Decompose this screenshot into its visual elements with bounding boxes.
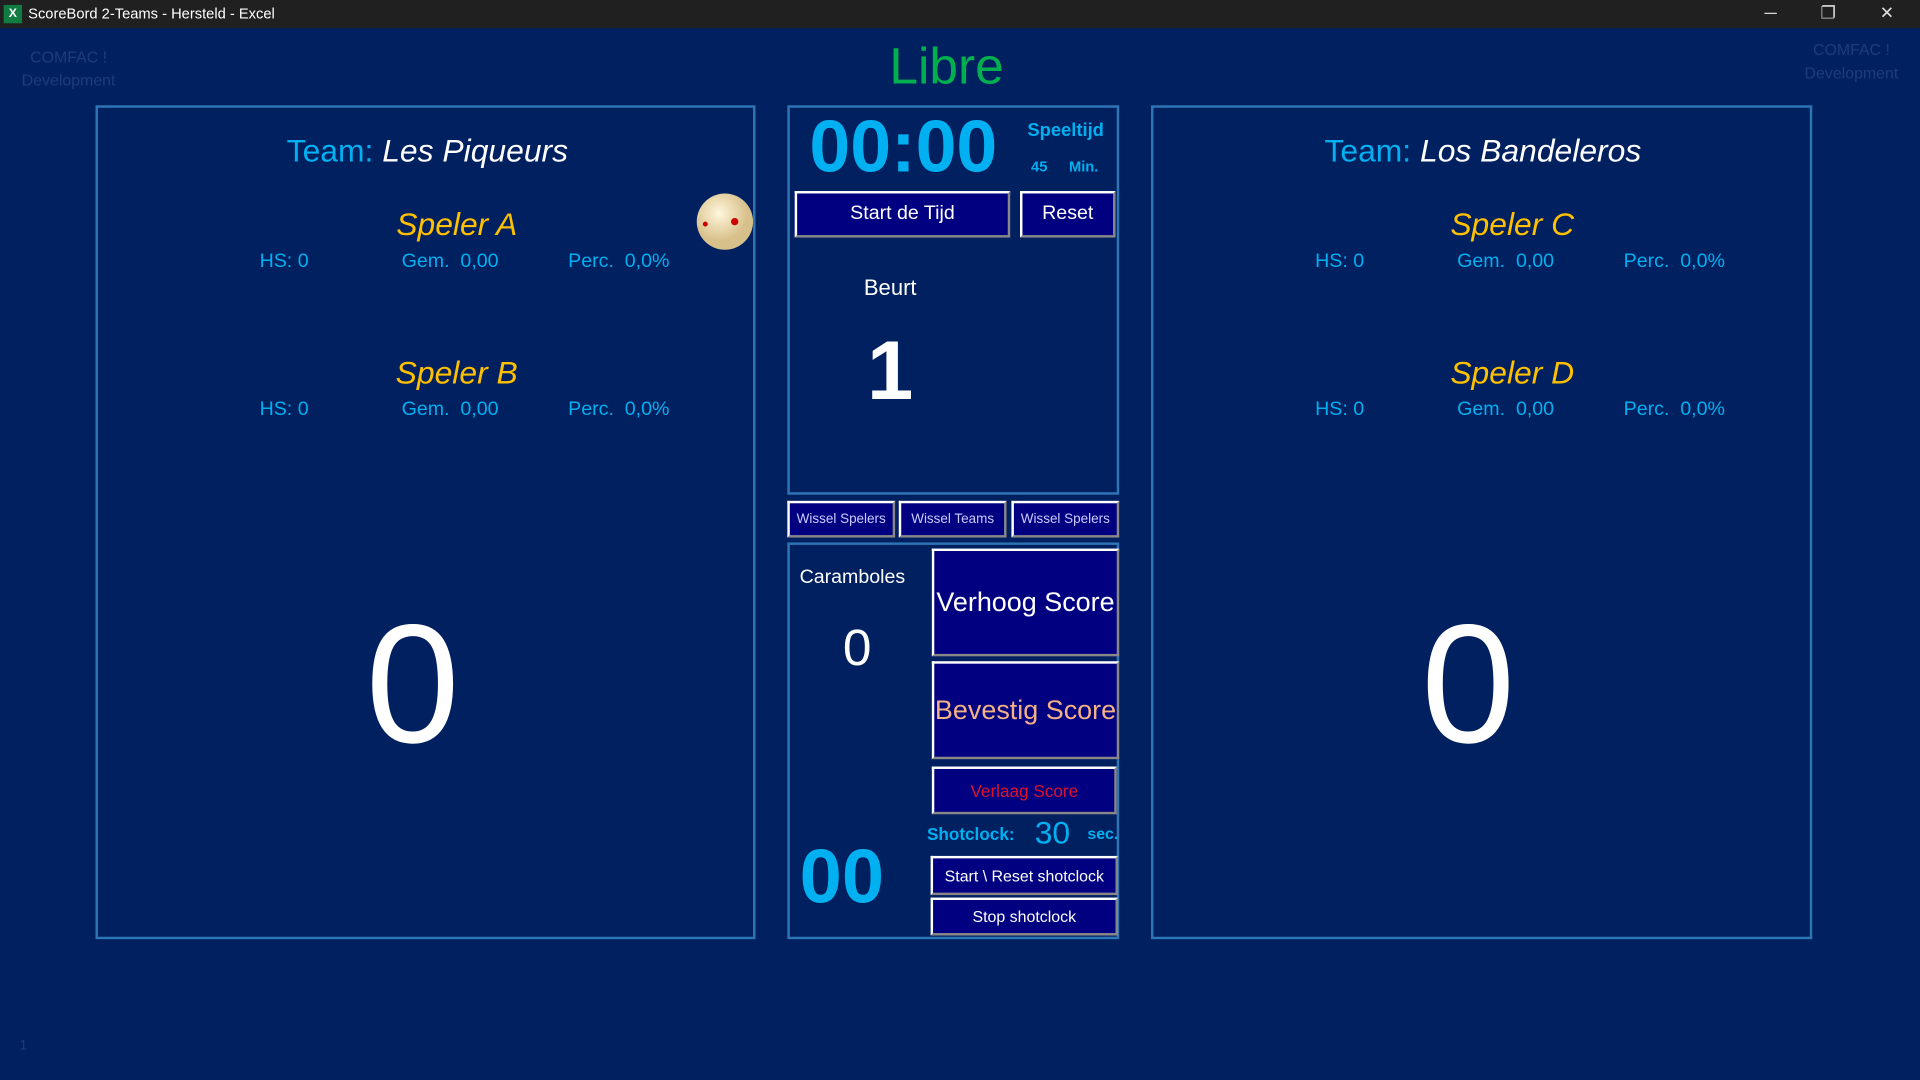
player-a-perc: Perc. 0,0% (568, 251, 670, 272)
caramboles-value: 0 (842, 618, 872, 676)
player-b-gem: Gem. 0,00 (401, 399, 499, 421)
beurt-label: Beurt (863, 275, 917, 301)
player-d-name: Speler D (1450, 353, 1575, 391)
player-d-gem: Gem. 0,00 (1457, 399, 1555, 421)
minimize-button[interactable]: ─ (1764, 2, 1777, 23)
start-time-button[interactable]: Start de Tijd (794, 191, 1011, 238)
cue-ball-icon (696, 193, 754, 250)
player-b-name: Speler B (395, 353, 518, 391)
game-time: 00:00 (809, 105, 998, 188)
right-team-score: 0 (1421, 590, 1516, 779)
beurt-value: 1 (867, 324, 914, 418)
increase-score-button[interactable]: Verhoog Score (931, 548, 1120, 657)
player-b-hs: HS: 0 (259, 399, 309, 421)
speeltijd-label: Speeltijd (1027, 120, 1104, 141)
player-d-perc: Perc. 0,0% (1623, 399, 1725, 421)
team-title: Team: Los Bandeleros (1153, 132, 1812, 170)
score-control-panel: Caramboles 0 Verhoog Score Bevestig Scor… (787, 542, 1120, 940)
left-team-panel: Team: Les Piqueurs Speler A HS: 0 Gem. 0… (95, 105, 757, 940)
player-c-hs: HS: 0 (1315, 251, 1365, 272)
window-title: ScoreBord 2-Teams - Hersteld - Excel (28, 4, 275, 23)
shotclock-remaining: 00 (799, 835, 885, 920)
watermark-line1: COMFAC ! (1812, 40, 1890, 59)
decrease-score-button[interactable]: Verlaag Score (931, 766, 1117, 815)
right-team-panel: Team: Los Bandeleros Speler C HS: 0 Gem.… (1151, 105, 1813, 940)
swap-players-left-button[interactable]: Wissel Spelers (787, 500, 896, 538)
reset-time-button[interactable]: Reset (1020, 191, 1116, 238)
player-a-gem: Gem. 0,00 (401, 251, 499, 272)
game-type: Libre (889, 36, 1004, 95)
swap-teams-button[interactable]: Wissel Teams (898, 500, 1007, 538)
caramboles-label: Caramboles (799, 566, 906, 588)
watermark-line2: Development (21, 71, 116, 90)
team-title: Team: Les Piqueurs (98, 132, 757, 170)
player-c-perc: Perc. 0,0% (1623, 251, 1725, 272)
excel-icon: X (3, 4, 23, 24)
player-a-name: Speler A (396, 205, 518, 243)
stop-shotclock-button[interactable]: Stop shotclock (930, 897, 1118, 936)
watermark-right: COMFAC ! Development (1795, 38, 1908, 85)
watermark-left: COMFAC ! Development (12, 45, 125, 92)
player-a-hs: HS: 0 (259, 251, 309, 272)
team-label: Team: (286, 132, 374, 169)
minutes-label: Min. (1068, 157, 1099, 176)
team-name: Los Bandeleros (1420, 132, 1642, 169)
team-name: Les Piqueurs (382, 132, 569, 169)
watermark-line2: Development (1804, 63, 1899, 83)
player-b-perc: Perc. 0,0% (568, 399, 670, 421)
watermark-line1: COMFAC ! (30, 47, 108, 67)
shotclock-label: Shotclock: (926, 824, 1015, 844)
restore-button[interactable]: ❐ (1820, 2, 1836, 23)
swap-players-right-button[interactable]: Wissel Spelers (1011, 500, 1120, 538)
shotclock-unit: sec. (1087, 824, 1119, 843)
player-d-hs: HS: 0 (1315, 399, 1365, 421)
title-bar: X ScoreBord 2-Teams - Hersteld - Excel ─… (0, 0, 1920, 29)
close-button[interactable]: ✕ (1879, 2, 1895, 23)
player-c-name: Speler C (1450, 205, 1575, 243)
minutes-value: 45 (1031, 157, 1048, 176)
left-team-score: 0 (365, 590, 460, 779)
shotclock-seconds: 30 (1034, 814, 1071, 852)
start-reset-shotclock-button[interactable]: Start \ Reset shotclock (930, 855, 1118, 896)
row-number: 1 (19, 1038, 28, 1054)
timer-panel: 00:00 Speeltijd 45 Min. Start de Tijd Re… (787, 105, 1120, 495)
player-c-gem: Gem. 0,00 (1457, 251, 1555, 272)
confirm-score-button[interactable]: Bevestig Score (931, 661, 1120, 760)
team-label: Team: (1324, 132, 1412, 169)
